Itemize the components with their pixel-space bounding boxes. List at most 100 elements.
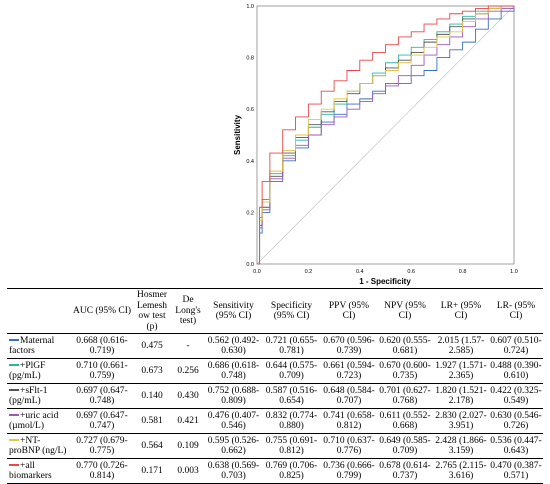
table-header-cell: PPV (95% CI) (321, 288, 377, 334)
table-cell: 0.832 (0.774-0.880) (262, 408, 321, 434)
row-label-cell: Maternal factors (7, 333, 71, 359)
x-axis-ticks: 0.0 0.2 0.4 0.6 0.8 1.0 (253, 269, 518, 275)
row-label-cell: +PlGF (pg/mL) (7, 358, 71, 384)
table-cell: 0.587 (0.516-0.654) (262, 383, 321, 409)
x-axis-label: 1 - Specificity (359, 277, 411, 286)
table-cell: 0.721 (0.655-0.781) (262, 333, 321, 359)
table-header-cell: De Long's test) (171, 288, 205, 334)
table-cell: 0.562 (0.492-0.630) (205, 333, 262, 359)
table-cell: 0.752 (0.688-0.809) (205, 383, 262, 409)
table-cell: 0.668 (0.616-0.719) (71, 333, 133, 359)
row-label: +all biomarkers (9, 460, 52, 482)
table-cell: 0.564 (133, 433, 171, 459)
table-cell: 0.109 (171, 433, 205, 459)
table-header-cell: LR- (95% CI) (489, 288, 543, 334)
table-cell: 0.256 (171, 358, 205, 384)
table-cell: 0.710 (0.661-0.759) (71, 358, 133, 384)
table-cell: 0.595 (0.526-0.662) (205, 433, 262, 459)
row-label: +sFlt-1 (pg/mL) (9, 385, 48, 407)
table-row: +uric acid (µmol/L) 0.697 (0.647-0.747) 0.… (7, 408, 543, 434)
table-header-row: AUC (95% CI) Hosmer Lemesh ow test (p) De … (7, 288, 543, 334)
y-tick-label: 1.0 (246, 4, 254, 10)
legend-line-swatch (9, 414, 19, 417)
table-cell: 0.003 (171, 458, 205, 484)
table-header-cell: NPV (95% CI) (377, 288, 433, 334)
x-tick-label: 0.4 (356, 269, 364, 275)
table-cell: - (171, 333, 205, 359)
row-label-cell: +uric acid (µmol/L) (7, 408, 71, 434)
table-cell: 0.649 (0.585-0.709) (377, 433, 433, 459)
table-cell: 0.697 (0.647-0.747) (71, 408, 133, 434)
y-axis-label: Sensitivity (233, 114, 242, 155)
roc-curve-nt-probnp-ng-l (257, 5, 514, 265)
table-header-cell: Specificity (95% CI) (262, 288, 321, 334)
table-cell: 0.620 (0.555-0.681) (377, 333, 433, 359)
table-cell: 0.536 (0.447-0.643) (489, 433, 543, 459)
table-cell: 0.755 (0.691-0.812) (262, 433, 321, 459)
roc-curve-all-biomarkers (257, 5, 514, 265)
table-row: +PlGF (pg/mL) 0.710 (0.661-0.759) 0.673 0.2… (7, 358, 543, 384)
row-label: Maternal factors (9, 335, 55, 357)
table-cell: 0.727 (0.679-0.775) (71, 433, 133, 459)
table-header-cell: Sensitivity (95% CI) (205, 288, 262, 334)
legend-line-swatch (9, 464, 19, 467)
table-cell: 0.648 (0.584-0.707) (321, 383, 377, 409)
table-row: +NT-proBNP (ng/L) 0.727 (0.679-0.775) 0.56… (7, 433, 543, 459)
table-cell: 0.741 (0.658-0.812) (321, 408, 377, 434)
table-cell: 1.927 (1.571-2.365) (433, 358, 489, 384)
reference-diagonal (256, 5, 515, 265)
x-tick-label: 0.0 (253, 269, 261, 275)
table-cell: 0.421 (171, 408, 205, 434)
row-label: +NT-proBNP (ng/L) (9, 435, 67, 457)
table-cell: 0.607 (0.510-0.724) (489, 333, 543, 359)
table-cell: 0.736 (0.666-0.799) (321, 458, 377, 484)
row-label-cell: +sFlt-1 (pg/mL) (7, 383, 71, 409)
table-cell: 0.611 (0.552-0.668) (377, 408, 433, 434)
table-cell: 0.638 (0.569-0.703) (205, 458, 262, 484)
table-cell: 0.678 (0.614-0.737) (377, 458, 433, 484)
table-header-cell: LR+ (95% CI) (433, 288, 489, 334)
table-cell: 2.015 (1.57-2.585) (433, 333, 489, 359)
table-cell: 2.830 (2.027-3.951) (433, 408, 489, 434)
table-cell: 0.171 (133, 458, 171, 484)
table-cell: 0.670 (0.600-0.735) (377, 358, 433, 384)
row-label-cell: +NT-proBNP (ng/L) (7, 433, 71, 459)
table-cell: 0.769 (0.706-0.825) (262, 458, 321, 484)
table-row: +all biomarkers 0.770 (0.726-0.814) 0.171 0… (7, 458, 543, 484)
table-cell: 0.770 (0.726-0.814) (71, 458, 133, 484)
legend-line-swatch (9, 439, 19, 442)
legend-line-swatch (9, 339, 19, 342)
y-tick-label: 0.4 (246, 159, 254, 165)
table-cell: 0.476 (0.407-0.546) (205, 408, 262, 434)
y-tick-label: 0.6 (246, 107, 254, 113)
table-row: +sFlt-1 (pg/mL) 0.697 (0.647-0.748) 0.140 0… (7, 383, 543, 409)
table-header-cell (7, 288, 71, 334)
x-tick-label: 0.2 (305, 269, 313, 275)
table-cell: 0.630 (0.546-0.726) (489, 408, 543, 434)
table-cell: 0.140 (133, 383, 171, 409)
table-cell: 0.475 (133, 333, 171, 359)
table-cell: 1.820 (1.521-2.178) (433, 383, 489, 409)
roc-curves (257, 5, 515, 265)
table-cell: 0.422 (0.325-0.549) (489, 383, 543, 409)
table-cell: 2.428 (1.866-3.159) (433, 433, 489, 459)
table-header-cell: Hosmer Lemesh ow test (p) (133, 288, 171, 334)
table-cell: 0.644 (0.575-0.709) (262, 358, 321, 384)
roc-chart: 0.0 0.2 0.4 0.6 0.8 1.0 0.0 0.2 0.4 0.6 0.8 1.0 1 … (233, 4, 518, 286)
x-tick-label: 0.8 (459, 269, 467, 275)
table-cell: 0.470 (0.387-0.571) (489, 458, 543, 484)
table-cell: 0.673 (133, 358, 171, 384)
table-cell: 0.661 (0.594-0.723) (321, 358, 377, 384)
legend-line-swatch (9, 389, 19, 392)
table-cell: 0.686 (0.618-0.748) (205, 358, 262, 384)
y-tick-label: 0.8 (246, 56, 254, 62)
table-row: Maternal factors 0.668 (0.616-0.719) 0.475… (7, 333, 543, 359)
y-tick-label: 0.2 (246, 210, 254, 216)
table-cell: 0.710 (0.637-0.776) (321, 433, 377, 459)
table-cell: 0.581 (133, 408, 171, 434)
table-header-cell: AUC (95% CI) (71, 288, 133, 334)
roc-results-table: AUC (95% CI) Hosmer Lemesh ow test (p) De … (7, 288, 543, 484)
table-cell: 0.697 (0.647-0.748) (71, 383, 133, 409)
x-tick-label: 1.0 (510, 269, 518, 275)
table-cell: 0.701 (0.627-0.768) (377, 383, 433, 409)
